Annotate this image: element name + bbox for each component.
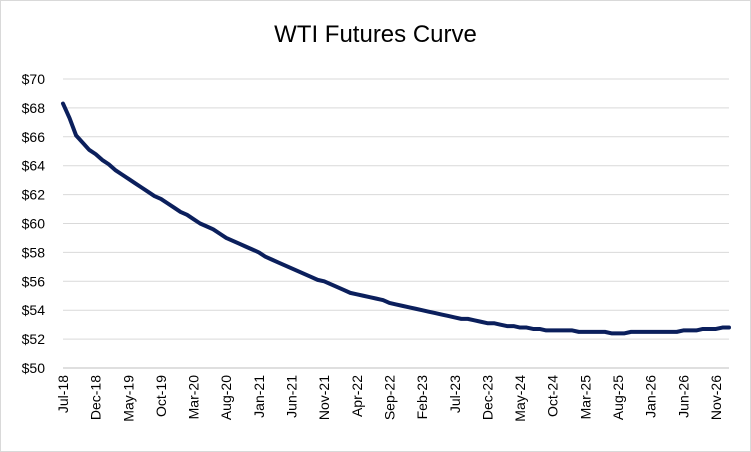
y-tick-label: $68 [22,100,46,116]
plot-area [61,101,731,336]
y-tick-label: $54 [22,302,46,318]
x-tick-label: Oct-24 [545,375,561,417]
x-tick-label: Apr-22 [349,375,365,417]
x-tick-label: Dec-23 [479,375,495,420]
y-tick-label: $62 [22,187,46,203]
x-tick-label: Dec-18 [88,375,104,420]
x-tick-label: Jul-18 [55,375,71,413]
x-tick-label: Jun-26 [675,375,691,418]
y-tick-label: $50 [22,360,46,376]
y-tick-label: $70 [22,71,46,87]
x-tick-label: Sep-22 [381,375,397,420]
x-tick-label: May-24 [512,375,528,422]
x-tick-label: Jan-26 [643,375,659,418]
x-tick-label: Feb-23 [414,375,430,420]
x-tick-label: Nov-21 [316,375,332,420]
y-tick-label: $56 [22,273,46,289]
x-axis-ticks: Jul-18 Dec-18 May-19 Oct-19 Mar-20 Aug-20 Jan-… [55,375,724,422]
x-tick-label: Jan-21 [251,375,267,418]
x-tick-label: Oct-19 [153,375,169,417]
x-tick-label: Jun-21 [284,375,300,418]
gridlines [63,78,729,340]
y-axis-ticks: $50 $52 $54 $56 $58 $60 $62 $64 $66 $68 $70 [22,71,46,376]
y-tick-label: $52 [22,331,46,347]
y-tick-label: $58 [22,244,46,260]
chart-title: WTI Futures Curve [274,21,477,48]
y-tick-label: $60 [22,216,46,232]
x-tick-label: Mar-20 [186,375,202,420]
x-tick-label: Jul-23 [447,375,463,413]
series-line [61,101,731,336]
y-tick-label: $64 [22,158,46,174]
x-tick-label: May-19 [120,375,136,422]
x-tick-label: Aug-25 [610,375,626,420]
x-tick-label: Nov-26 [708,375,724,420]
x-tick-label: Aug-20 [218,375,234,420]
y-tick-label: $66 [22,129,46,145]
x-tick-label: Mar-25 [577,375,593,420]
